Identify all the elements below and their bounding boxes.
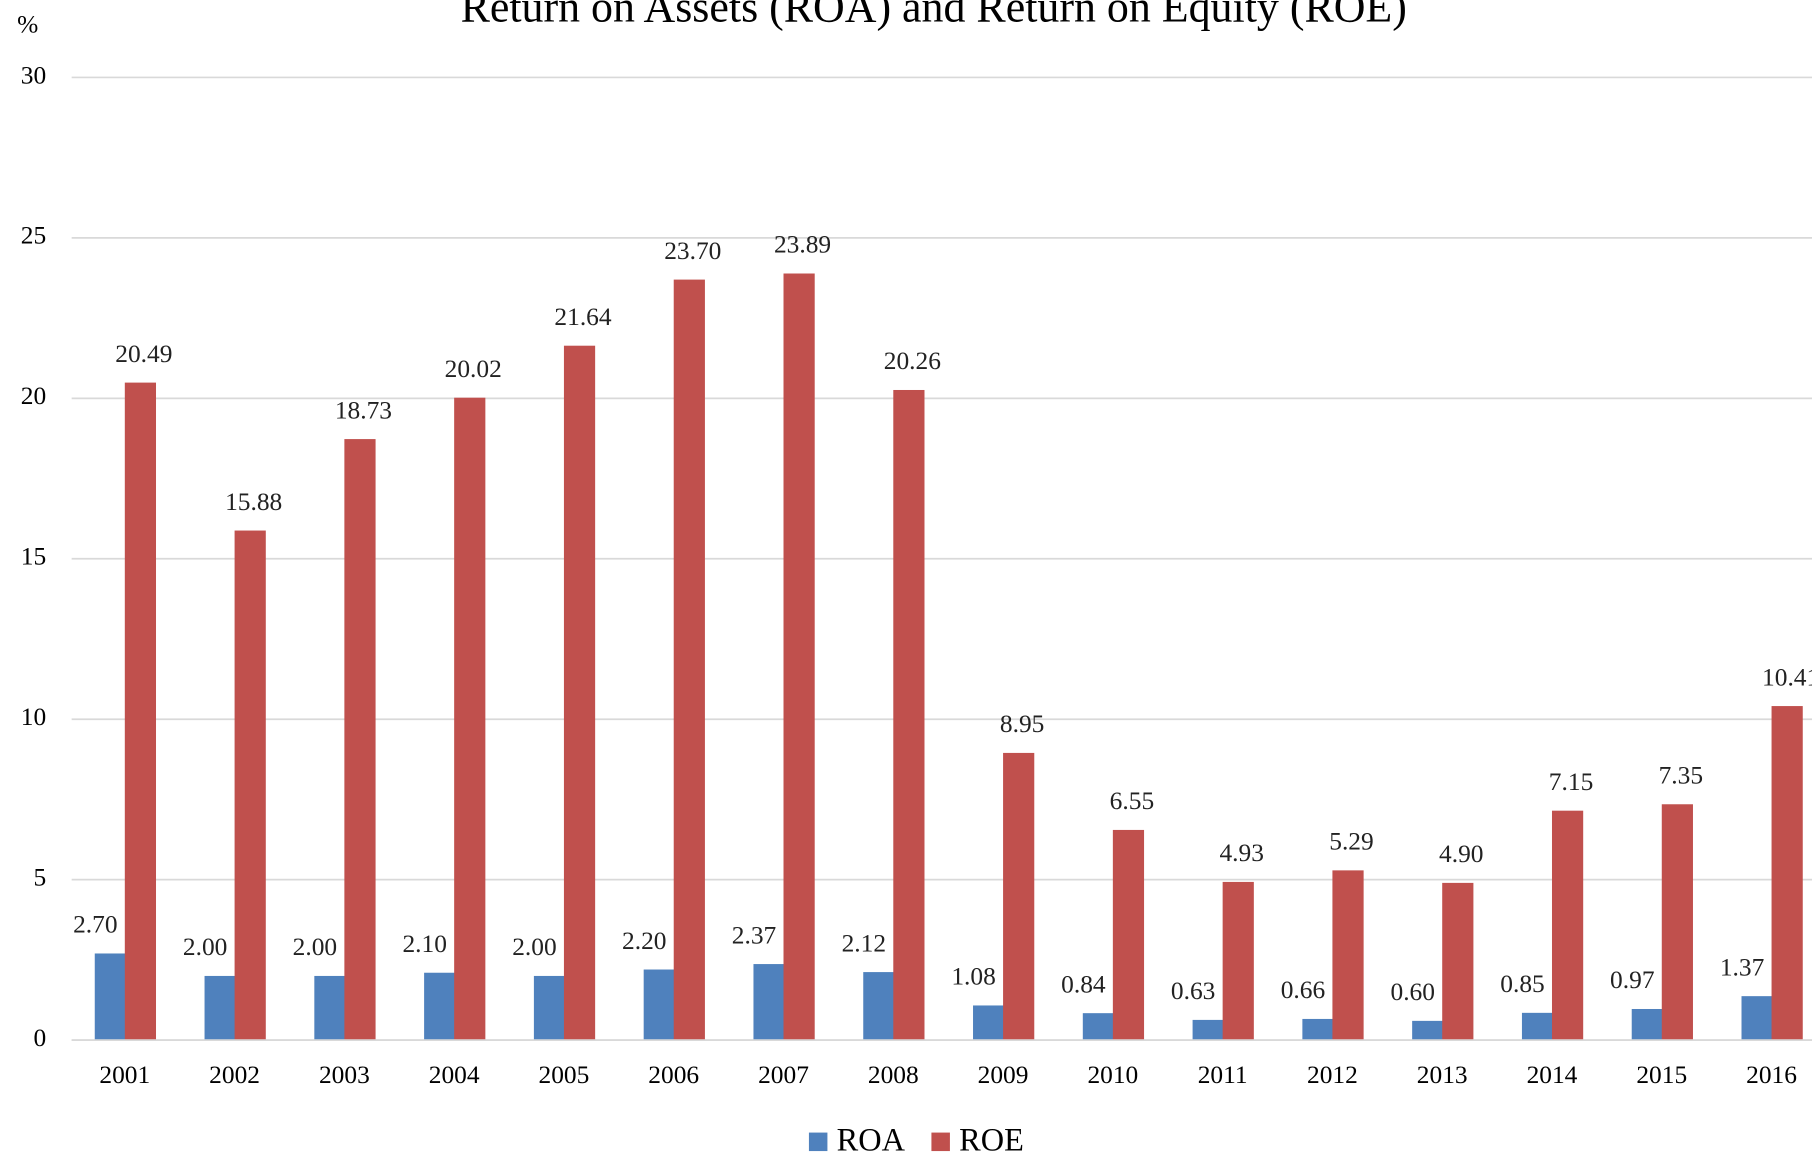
data-label: 4.93 — [1219, 839, 1263, 867]
x-tick-label: 2012 — [1307, 1061, 1358, 1089]
data-label: 21.64 — [554, 303, 611, 331]
x-tick-label: 2013 — [1417, 1061, 1468, 1089]
data-label: 0.97 — [1610, 966, 1654, 994]
bar — [204, 975, 236, 1041]
bar — [1631, 1008, 1663, 1041]
data-label: 0.66 — [1281, 976, 1325, 1004]
bar — [753, 964, 785, 1041]
bar — [863, 972, 895, 1041]
data-label: 7.15 — [1549, 768, 1593, 796]
bar — [673, 279, 705, 1041]
data-label: 2.10 — [402, 930, 446, 958]
bar — [344, 439, 376, 1041]
bar — [1192, 1019, 1224, 1041]
y-tick-label: 30 — [21, 61, 46, 89]
x-tick-label: 2011 — [1198, 1061, 1248, 1089]
legend-swatch — [931, 1132, 950, 1152]
data-label: 0.60 — [1391, 978, 1435, 1006]
bar — [1222, 881, 1254, 1041]
bar — [563, 345, 596, 1041]
bar — [124, 382, 157, 1041]
data-label: 8.95 — [1000, 710, 1044, 738]
x-tick-label: 2002 — [209, 1061, 260, 1089]
x-tick-label: 2005 — [539, 1061, 590, 1089]
bar — [1302, 1018, 1334, 1041]
data-label: 10.41 — [1762, 663, 1812, 691]
bar — [454, 397, 486, 1041]
data-label: 18.73 — [335, 396, 392, 424]
x-tick-label: 2014 — [1527, 1061, 1578, 1089]
bar — [1082, 1013, 1115, 1041]
data-label: 6.55 — [1110, 787, 1154, 815]
bar — [1003, 752, 1035, 1041]
bar — [1112, 829, 1145, 1041]
x-tick-label: 2016 — [1746, 1061, 1797, 1089]
y-axis-label: % — [17, 10, 38, 38]
bar — [1332, 870, 1364, 1041]
bar — [783, 273, 815, 1041]
data-label: 7.35 — [1659, 762, 1703, 790]
y-tick-label: 0 — [34, 1024, 47, 1052]
bar — [1412, 1020, 1444, 1041]
bar — [1741, 996, 1773, 1041]
data-label: 2.37 — [732, 921, 776, 949]
data-label: 20.49 — [115, 340, 172, 368]
x-tick-label: 2007 — [758, 1061, 809, 1089]
data-label: 5.29 — [1329, 828, 1373, 856]
data-label: 1.37 — [1720, 953, 1764, 981]
legend-label: ROA — [837, 1121, 906, 1157]
bar — [1661, 804, 1693, 1041]
y-tick-label: 10 — [21, 703, 46, 731]
bar — [234, 530, 266, 1041]
data-label: 23.70 — [664, 237, 721, 265]
data-label: 4.90 — [1439, 840, 1483, 868]
x-tick-label: 2004 — [429, 1061, 480, 1089]
chart-title: Return on Assets (ROA) and Return on Equ… — [461, 0, 1407, 32]
data-label: 0.85 — [1500, 970, 1544, 998]
bar — [1551, 810, 1584, 1041]
y-tick-label: 20 — [21, 382, 46, 410]
y-tick-label: 15 — [21, 543, 46, 571]
bar — [973, 1005, 1005, 1041]
bar — [893, 389, 925, 1041]
data-label: 2.00 — [512, 933, 556, 961]
data-label: 23.89 — [774, 231, 831, 259]
bar — [314, 975, 346, 1041]
bar — [424, 972, 456, 1041]
bar — [643, 969, 675, 1041]
x-tick-label: 2003 — [319, 1061, 370, 1089]
data-label: 0.84 — [1061, 970, 1106, 998]
bar — [1442, 882, 1474, 1041]
x-tick-label: 2006 — [648, 1061, 699, 1089]
data-label: 2.00 — [293, 933, 337, 961]
bar — [94, 953, 126, 1041]
data-label: 20.02 — [445, 355, 502, 383]
data-label: 20.26 — [884, 347, 941, 375]
legend-swatch — [808, 1132, 828, 1152]
data-label: 2.70 — [73, 911, 117, 939]
x-tick-label: 2001 — [99, 1061, 150, 1089]
y-tick-label: 5 — [34, 863, 47, 891]
x-tick-label: 2008 — [868, 1061, 919, 1089]
data-label: 2.00 — [183, 933, 227, 961]
data-label: 15.88 — [225, 488, 282, 516]
x-tick-label: 2015 — [1636, 1061, 1687, 1089]
bar — [533, 975, 566, 1041]
data-label: 2.12 — [842, 929, 886, 957]
bar — [1521, 1012, 1554, 1041]
x-tick-label: 2010 — [1087, 1061, 1138, 1089]
y-tick-label: 25 — [21, 222, 46, 250]
bar — [1771, 706, 1803, 1041]
data-label: 2.20 — [622, 927, 666, 955]
legend-label: ROE — [959, 1121, 1024, 1157]
data-label: 1.08 — [951, 963, 995, 991]
x-tick-label: 2009 — [978, 1061, 1029, 1089]
data-label: 0.63 — [1171, 977, 1215, 1005]
